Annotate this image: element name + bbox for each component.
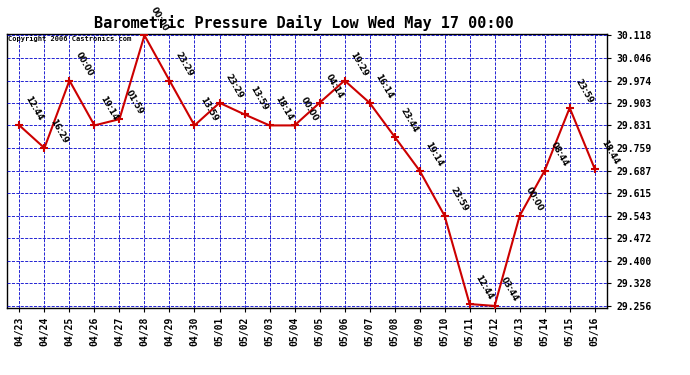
Text: 13:59: 13:59	[199, 95, 220, 123]
Text: Barometric Pressure Daily Low Wed May 17 00:00: Barometric Pressure Daily Low Wed May 17…	[94, 15, 513, 31]
Text: 04:14: 04:14	[324, 72, 345, 100]
Text: 18:14: 18:14	[274, 95, 295, 123]
Text: 12:44: 12:44	[474, 273, 495, 301]
Text: 00:00: 00:00	[524, 186, 545, 213]
Text: 08:44: 08:44	[549, 140, 570, 168]
Text: 23:59: 23:59	[574, 78, 595, 105]
Text: Copyright 2006 Castronics.com: Copyright 2006 Castronics.com	[8, 35, 130, 42]
Text: 19:29: 19:29	[348, 50, 370, 78]
Text: 23:29: 23:29	[224, 72, 245, 100]
Text: 00:00: 00:00	[148, 5, 170, 33]
Text: 01:59: 01:59	[124, 89, 145, 116]
Text: 18:44: 18:44	[599, 138, 620, 166]
Text: 12:44: 12:44	[23, 95, 45, 123]
Text: 23:29: 23:29	[174, 50, 195, 78]
Text: 03:44: 03:44	[499, 276, 520, 303]
Text: 16:14: 16:14	[374, 72, 395, 100]
Text: 16:29: 16:29	[48, 118, 70, 145]
Text: 19:14: 19:14	[99, 95, 120, 123]
Text: 23:44: 23:44	[399, 106, 420, 134]
Text: 19:14: 19:14	[424, 140, 445, 168]
Text: 23:59: 23:59	[448, 186, 470, 213]
Text: 00:00: 00:00	[74, 50, 95, 78]
Text: 00:00: 00:00	[299, 95, 319, 123]
Text: 13:59: 13:59	[248, 84, 270, 112]
